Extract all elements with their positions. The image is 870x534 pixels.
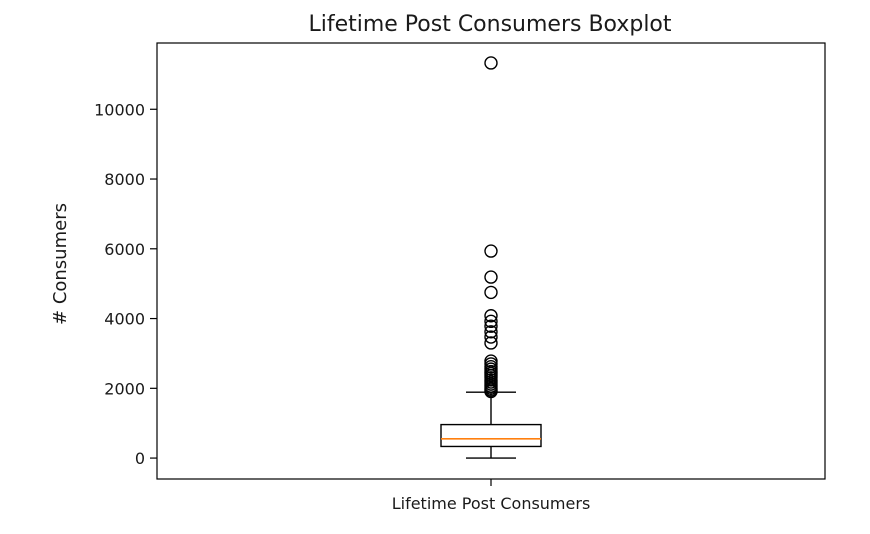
outlier-point: [484, 244, 498, 258]
x-axis: Lifetime Post Consumers: [392, 479, 591, 513]
outlier-point: [484, 336, 498, 350]
chart-title: Lifetime Post Consumers Boxplot: [308, 12, 671, 37]
outlier-point: [484, 270, 498, 284]
outlier-point: [484, 56, 498, 70]
box-group: [440, 56, 542, 459]
y-tick-label: 6000: [104, 240, 145, 259]
outlier-point: [484, 330, 498, 344]
outlier-point: [484, 384, 498, 399]
y-tick-label: 4000: [104, 310, 145, 329]
y-tick-label: 8000: [104, 170, 145, 189]
y-tick-label: 0: [135, 449, 145, 468]
y-axis-label: # Consumers: [50, 203, 71, 325]
x-tick-label: Lifetime Post Consumers: [392, 494, 591, 513]
outlier-point: [484, 325, 498, 339]
iqr-box: [440, 423, 542, 448]
outlier-point: [484, 314, 498, 329]
outlier-point: [484, 319, 498, 333]
y-tick-label: 10000: [94, 100, 145, 119]
y-axis: 0 2000 4000 6000 8000 10000: [94, 100, 157, 468]
outlier-point: [484, 285, 498, 300]
y-tick-label: 2000: [104, 379, 145, 398]
outlier-point: [484, 309, 498, 323]
